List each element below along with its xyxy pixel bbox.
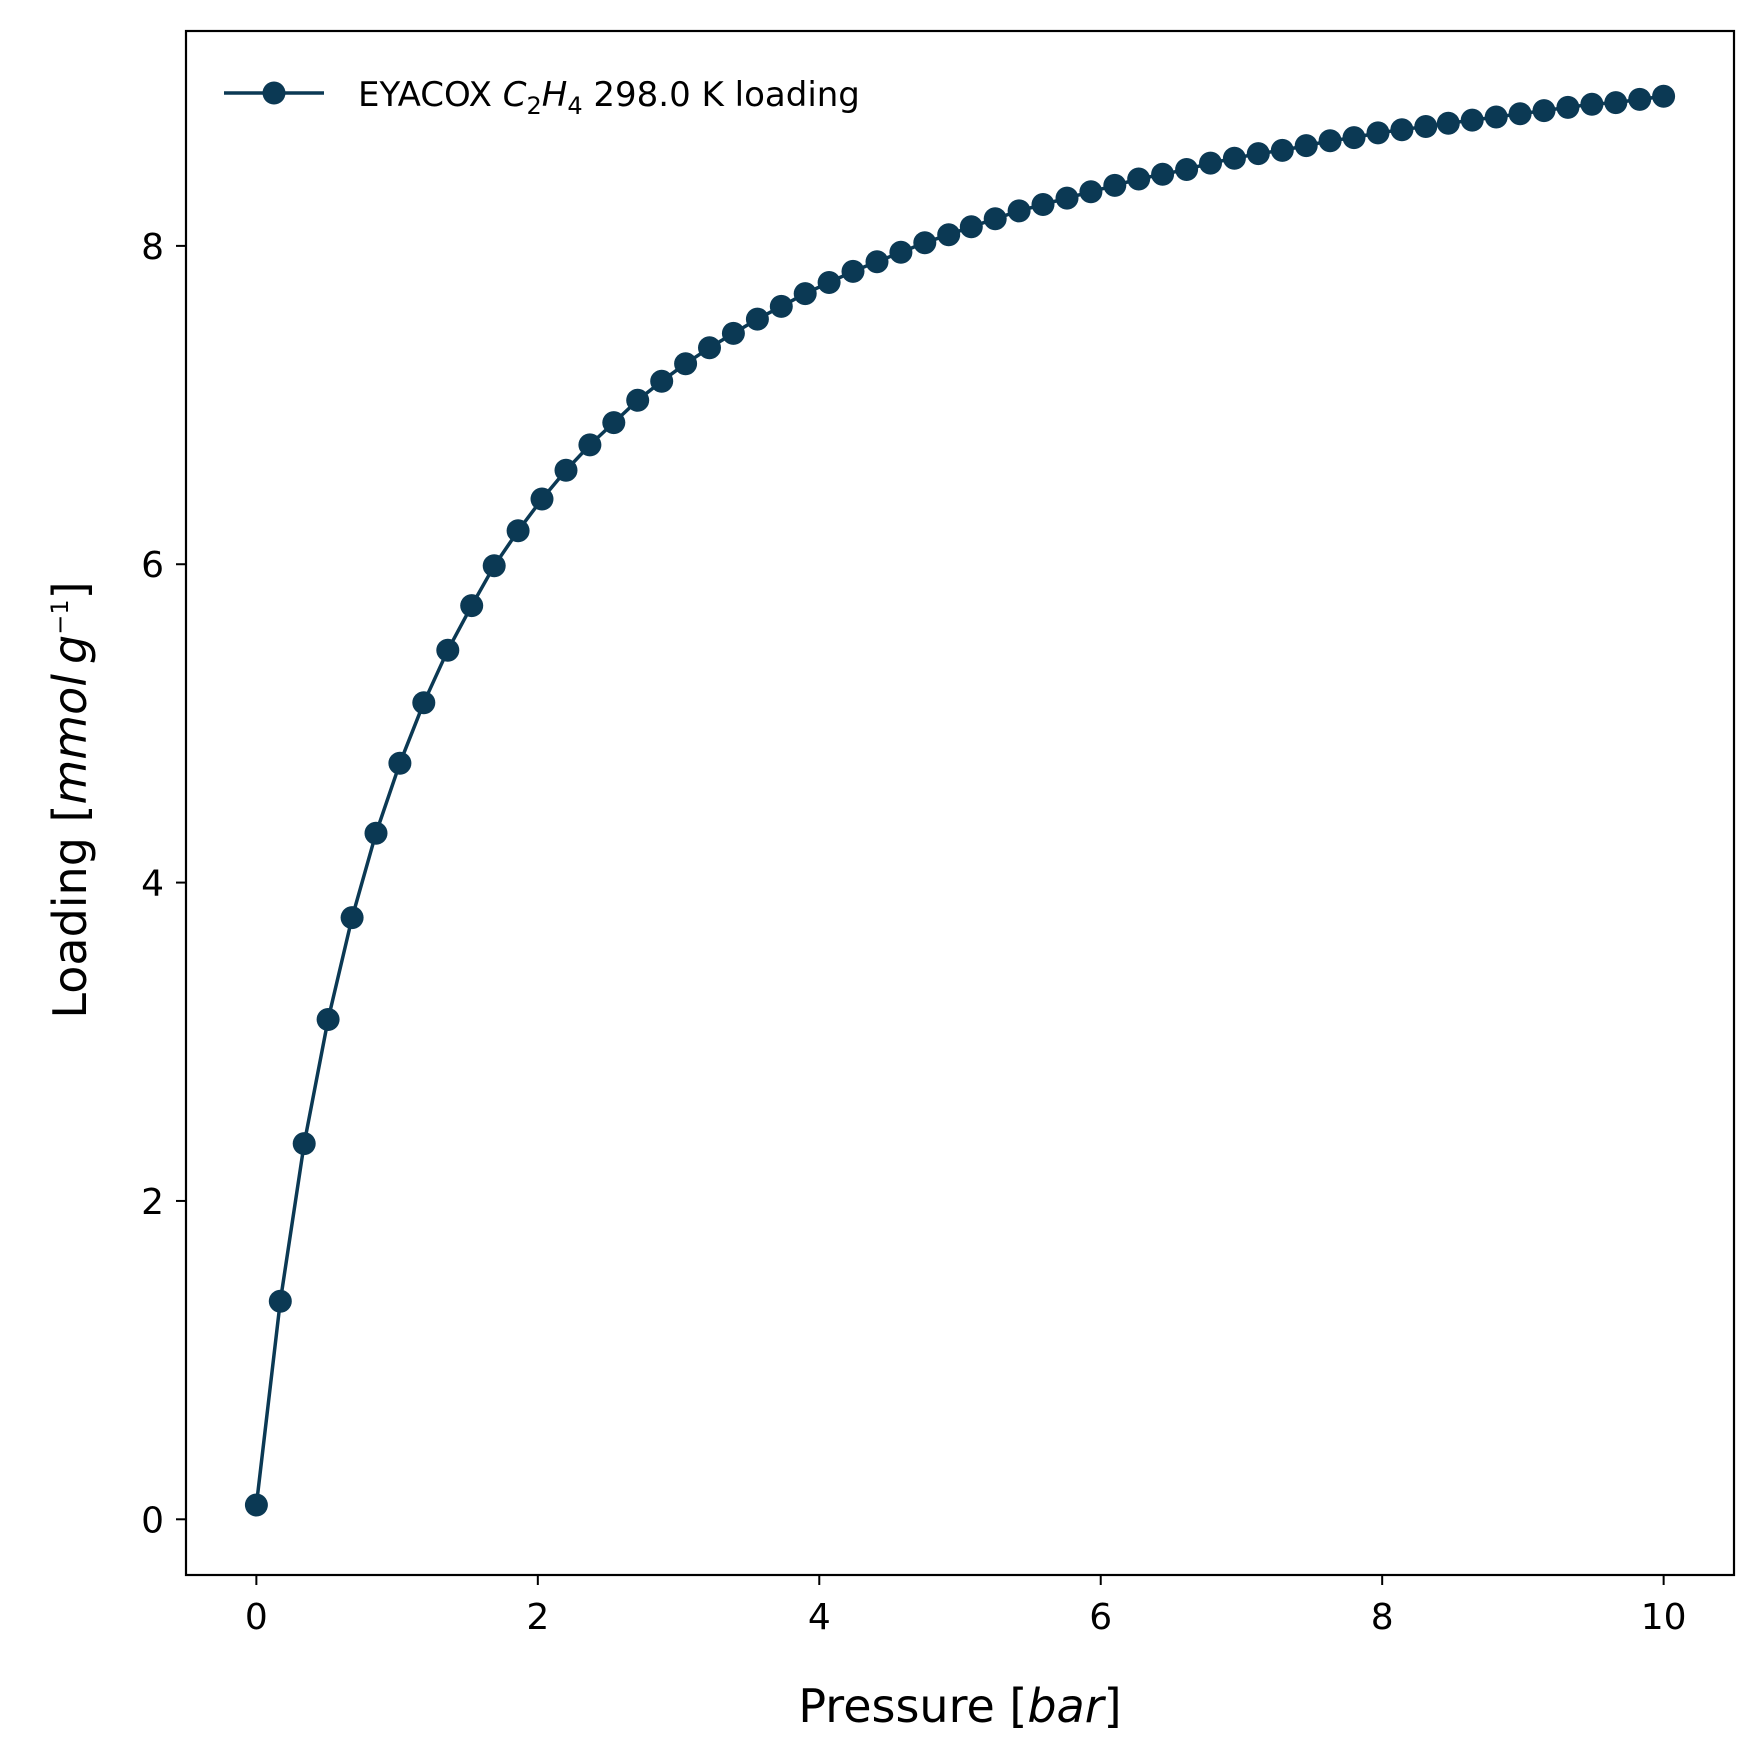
x-tick-label: 0 [245,1597,268,1638]
data-point [482,554,506,578]
data-point [913,231,937,255]
data-point [1580,92,1604,116]
data-point [1079,180,1103,204]
data-point [1127,167,1151,191]
y-tick-label: 4 [141,864,164,905]
data-point [937,223,961,247]
data-point [292,1132,316,1156]
data-point [1390,118,1414,142]
data-point [1246,142,1270,166]
x-tick-label: 6 [1089,1597,1112,1638]
legend-marker-swatch [262,81,286,105]
plot-series [244,84,1676,1517]
data-point [506,519,530,543]
data-point [865,250,889,274]
data-point [1007,199,1031,223]
data-point [1055,186,1079,210]
plot-frame [184,29,1736,1577]
legend-entry-label: EYACOX C2H4 298.0 K loading [358,75,860,120]
data-point [721,321,745,345]
data-point [1508,102,1532,126]
data-point [793,282,817,306]
data-point [340,906,364,930]
data-point [1414,115,1438,138]
data-point [388,751,412,775]
data-point [578,433,602,457]
x-tick-label: 4 [808,1597,831,1638]
data-point [650,369,674,393]
data-point [1484,105,1508,129]
data-point [769,294,793,318]
x-axis-label: Pressure [bar] [798,1679,1121,1733]
legend: EYACOX C2H4 298.0 K loading [224,75,860,120]
data-point [698,336,721,360]
data-point [1151,162,1175,186]
data-point [1604,91,1628,115]
y-tick-label: 2 [141,1182,164,1223]
data-point [602,411,626,435]
data-point [268,1289,292,1313]
data-point [889,240,913,264]
data-point [1270,138,1294,162]
data-point [1652,84,1676,108]
data-point [1460,108,1484,132]
data-point [460,594,484,618]
data-point [1175,158,1199,181]
data-point [1436,111,1460,135]
x-tick-label: 10 [1641,1597,1687,1638]
data-point [817,271,841,294]
data-point [1318,129,1342,153]
data-point [530,487,554,511]
data-point [983,207,1007,231]
y-tick-label: 6 [141,545,164,586]
y-axis-label: Loading [mmolg−1] [43,581,97,1018]
data-point [1294,134,1318,158]
data-point [1366,121,1390,145]
x-axis-ticks: 0 2 4 6 8 10 [245,1575,1687,1638]
data-point [1556,95,1580,119]
data-point [745,307,769,331]
data-point [412,691,436,715]
data-point [1031,193,1055,216]
x-tick-label: 2 [526,1597,549,1638]
data-point [436,638,460,662]
x-tick-label: 8 [1371,1597,1394,1638]
data-point [316,1008,340,1031]
data-point [554,458,578,482]
y-axis-ticks: 0 2 4 6 8 [141,227,186,1541]
data-point [841,259,865,283]
data-point [1222,146,1246,170]
data-point [1342,126,1366,150]
data-point [959,215,983,239]
data-point [1103,173,1127,197]
data-point [1199,151,1222,175]
data-point [626,388,650,412]
y-tick-label: 8 [141,227,164,268]
data-point [1628,87,1652,111]
data-point [364,821,388,845]
data-point [244,1493,268,1517]
data-point [1532,99,1556,123]
y-tick-label: 0 [141,1500,164,1541]
data-point [674,352,698,376]
